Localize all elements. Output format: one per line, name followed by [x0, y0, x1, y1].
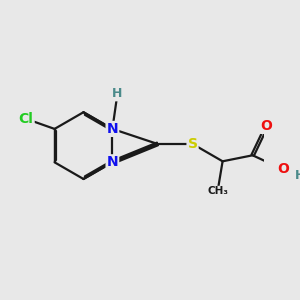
- Text: N: N: [106, 155, 118, 169]
- Text: O: O: [277, 162, 289, 176]
- Text: O: O: [261, 119, 273, 133]
- Text: CH₃: CH₃: [207, 186, 228, 197]
- Text: N: N: [106, 122, 118, 136]
- Text: Cl: Cl: [19, 112, 34, 126]
- Text: H: H: [112, 87, 123, 100]
- Text: H: H: [295, 169, 300, 182]
- Text: S: S: [188, 137, 197, 151]
